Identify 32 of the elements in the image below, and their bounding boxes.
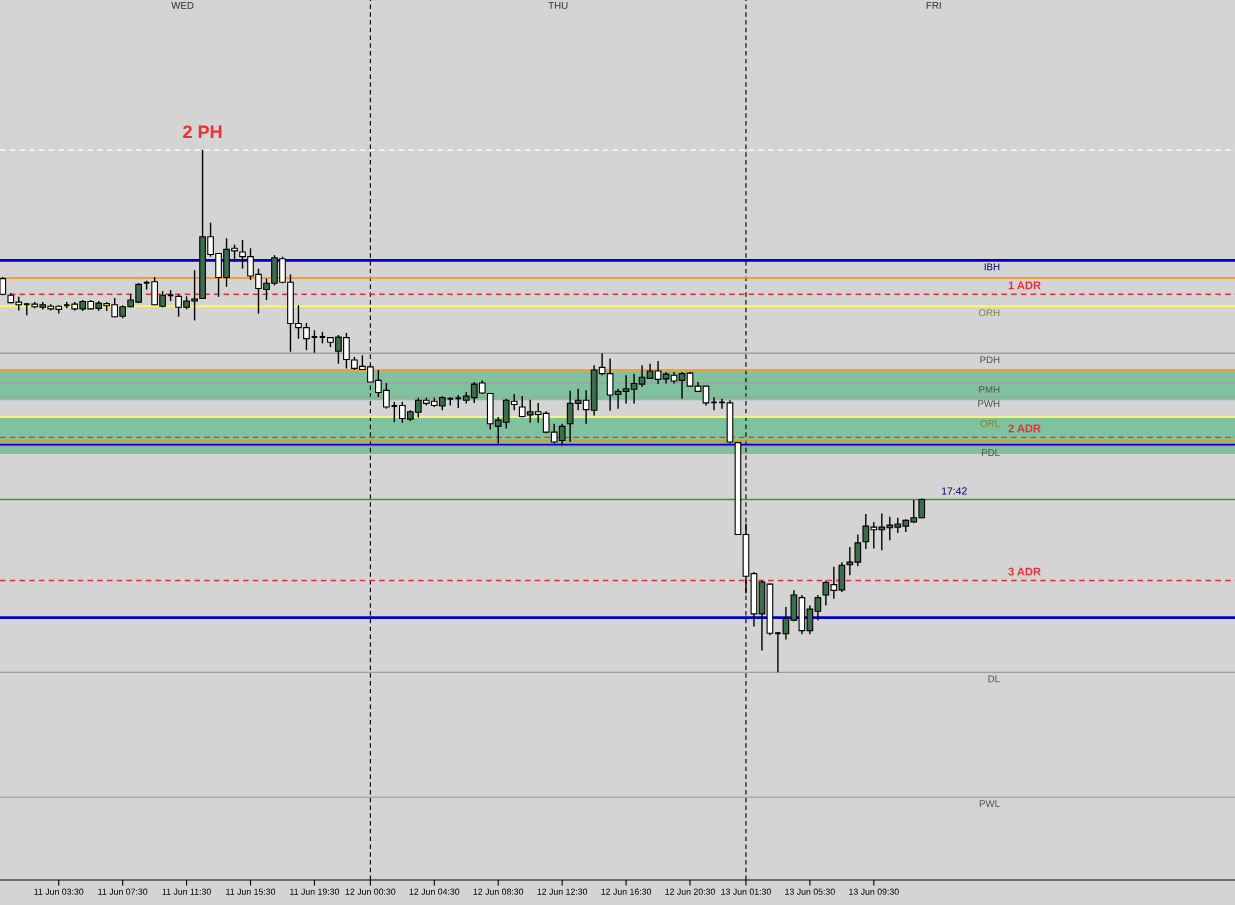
x-tick-label: 13 Jun 09:30 (849, 888, 899, 895)
ref-line-label: 2 ADR (1008, 424, 1041, 433)
annotation: 17:42 (941, 487, 967, 495)
x-tick-label: 11 Jun 15:30 (226, 888, 276, 895)
candlestick (702, 385, 710, 407)
x-tick-label: 13 Jun 05:30 (785, 888, 835, 895)
ref-line-label: ORL (980, 420, 1000, 427)
x-tick-label: 12 Jun 20:30 (665, 888, 715, 895)
x-tick-label: 11 Jun 19:30 (290, 888, 340, 895)
text: THU (548, 2, 568, 9)
ref-line-label: IBH (984, 263, 1000, 271)
ref-line-label: 1 ADR (1008, 281, 1041, 290)
text: WED (171, 2, 194, 9)
ref-line-label: 3 ADR (1008, 567, 1041, 576)
candlestick (678, 371, 686, 400)
ref-line-label: PMH (979, 386, 1000, 393)
ref-line-label: PDH (980, 356, 1000, 364)
ref-line-label: ORH (978, 309, 1000, 317)
text: FRI (926, 2, 941, 9)
x-tick-label: 11 Jun 11:30 (162, 888, 211, 895)
annotation: 2 PH (183, 125, 222, 139)
x-tick-label: 11 Jun 07:30 (98, 888, 148, 895)
x-tick-label: 12 Jun 08:30 (473, 888, 524, 895)
ref-line-label: DL (988, 675, 1000, 683)
x-tick-label: 12 Jun 04:30 (409, 888, 460, 895)
ref-line-label: PWL (979, 800, 1000, 807)
x-tick-label: 12 Jun 16:30 (601, 888, 652, 895)
x-tick-label: 12 Jun 00:30 (345, 888, 396, 895)
x-tick-label: 13 Jun 01:30 (721, 888, 771, 895)
ref-line-label: PWH (978, 400, 1000, 407)
x-tick-label: 11 Jun 03:30 (34, 888, 84, 895)
x-tick-label: 12 Jun 12:30 (537, 888, 588, 895)
